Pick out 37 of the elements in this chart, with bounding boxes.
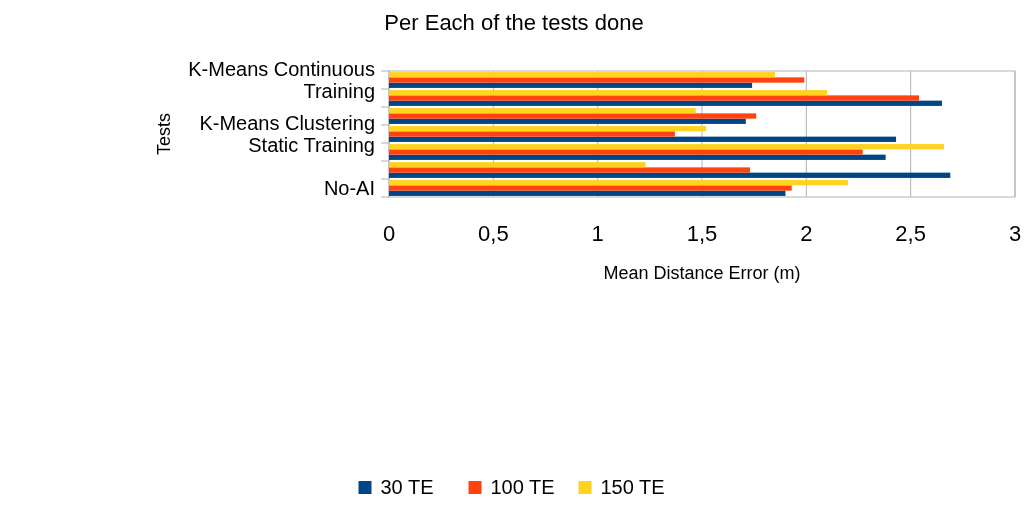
bar: [389, 95, 920, 101]
chart-title: Per Each of the tests done: [384, 10, 644, 35]
x-axis-title: Mean Distance Error (m): [603, 263, 801, 283]
bar: [389, 131, 675, 137]
bar: [389, 149, 863, 155]
legend-label: 30 TE: [380, 476, 434, 498]
x-tick-label: 0: [382, 221, 396, 246]
legend-label: 150 TE: [600, 476, 665, 498]
bar: [389, 144, 945, 150]
x-tick-label: 1,5: [686, 221, 718, 246]
y-axis-title: Tests: [154, 112, 174, 156]
bar: [389, 180, 849, 186]
bar: [389, 90, 828, 96]
bar: [389, 190, 786, 196]
bar: [389, 82, 753, 88]
bar: [389, 185, 792, 191]
bar: [389, 77, 805, 83]
x-tick-label: 1: [591, 221, 604, 246]
bar: [389, 154, 886, 160]
bar: [389, 72, 776, 78]
bar: [389, 108, 696, 114]
bar: [389, 162, 646, 168]
bar: [389, 172, 951, 178]
y-tick-label: K-Means Clustering Static Training: [199, 112, 375, 156]
bar: [389, 100, 942, 106]
bar: [389, 167, 750, 173]
x-tick-label: 3: [1008, 221, 1022, 246]
legend-label: 100 TE: [490, 476, 555, 498]
x-tick-label: 2,5: [895, 221, 926, 246]
y-tick-label: K-Means Continuous Training: [188, 58, 375, 102]
bar: [389, 126, 707, 132]
y-tick-label: No-AI: [323, 177, 375, 199]
bar: [389, 136, 897, 142]
bar: [389, 118, 746, 124]
x-tick-label: 0,5: [478, 221, 509, 246]
x-tick-label: 2: [800, 221, 813, 246]
bar: [389, 113, 757, 119]
